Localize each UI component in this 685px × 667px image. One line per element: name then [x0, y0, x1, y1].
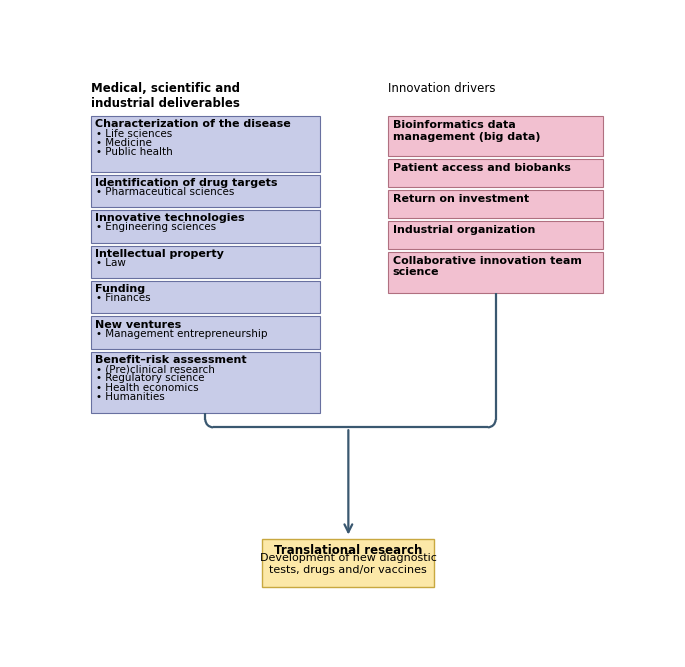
Text: • (Pre)clinical research: • (Pre)clinical research	[97, 364, 215, 374]
Text: • Engineering sciences: • Engineering sciences	[97, 223, 216, 233]
Text: • Finances: • Finances	[97, 293, 151, 303]
Text: Identification of drug targets: Identification of drug targets	[95, 178, 277, 188]
FancyBboxPatch shape	[388, 116, 603, 156]
Text: Patient access and biobanks: Patient access and biobanks	[393, 163, 571, 173]
FancyBboxPatch shape	[91, 245, 320, 278]
Text: Collaborative innovation team
science: Collaborative innovation team science	[393, 255, 582, 277]
Text: • Health economics: • Health economics	[97, 383, 199, 393]
Text: • Law: • Law	[97, 258, 126, 268]
FancyBboxPatch shape	[91, 116, 320, 171]
FancyBboxPatch shape	[91, 316, 320, 349]
Text: Funding: Funding	[95, 284, 145, 294]
Text: Benefit–risk assessment: Benefit–risk assessment	[95, 355, 247, 365]
Text: Translational research: Translational research	[274, 544, 423, 556]
Text: Intellectual property: Intellectual property	[95, 249, 224, 259]
Text: Innovation drivers: Innovation drivers	[388, 81, 495, 95]
Text: New ventures: New ventures	[95, 319, 181, 329]
Text: Return on investment: Return on investment	[393, 194, 529, 204]
Text: Development of new diagnostic
tests, drugs and/or vaccines: Development of new diagnostic tests, dru…	[260, 554, 437, 575]
FancyBboxPatch shape	[388, 159, 603, 187]
Text: Medical, scientific and
industrial deliverables: Medical, scientific and industrial deliv…	[91, 81, 240, 109]
FancyBboxPatch shape	[91, 175, 320, 207]
FancyBboxPatch shape	[91, 352, 320, 414]
FancyBboxPatch shape	[91, 210, 320, 243]
Text: Characterization of the disease: Characterization of the disease	[95, 119, 290, 129]
FancyBboxPatch shape	[388, 251, 603, 293]
Text: • Management entrepreneurship: • Management entrepreneurship	[97, 329, 268, 339]
Text: • Life sciences: • Life sciences	[97, 129, 173, 139]
Text: • Public health: • Public health	[97, 147, 173, 157]
Text: Innovative technologies: Innovative technologies	[95, 213, 245, 223]
Text: • Regulatory science: • Regulatory science	[97, 374, 205, 384]
Text: Industrial organization: Industrial organization	[393, 225, 535, 235]
Text: • Pharmaceutical sciences: • Pharmaceutical sciences	[97, 187, 235, 197]
Text: • Humanities: • Humanities	[97, 392, 165, 402]
FancyBboxPatch shape	[262, 539, 434, 587]
Text: Bioinformatics data
management (big data): Bioinformatics data management (big data…	[393, 120, 540, 141]
Text: • Medicine: • Medicine	[97, 138, 152, 148]
FancyBboxPatch shape	[388, 190, 603, 218]
FancyBboxPatch shape	[91, 281, 320, 313]
FancyBboxPatch shape	[388, 221, 603, 249]
